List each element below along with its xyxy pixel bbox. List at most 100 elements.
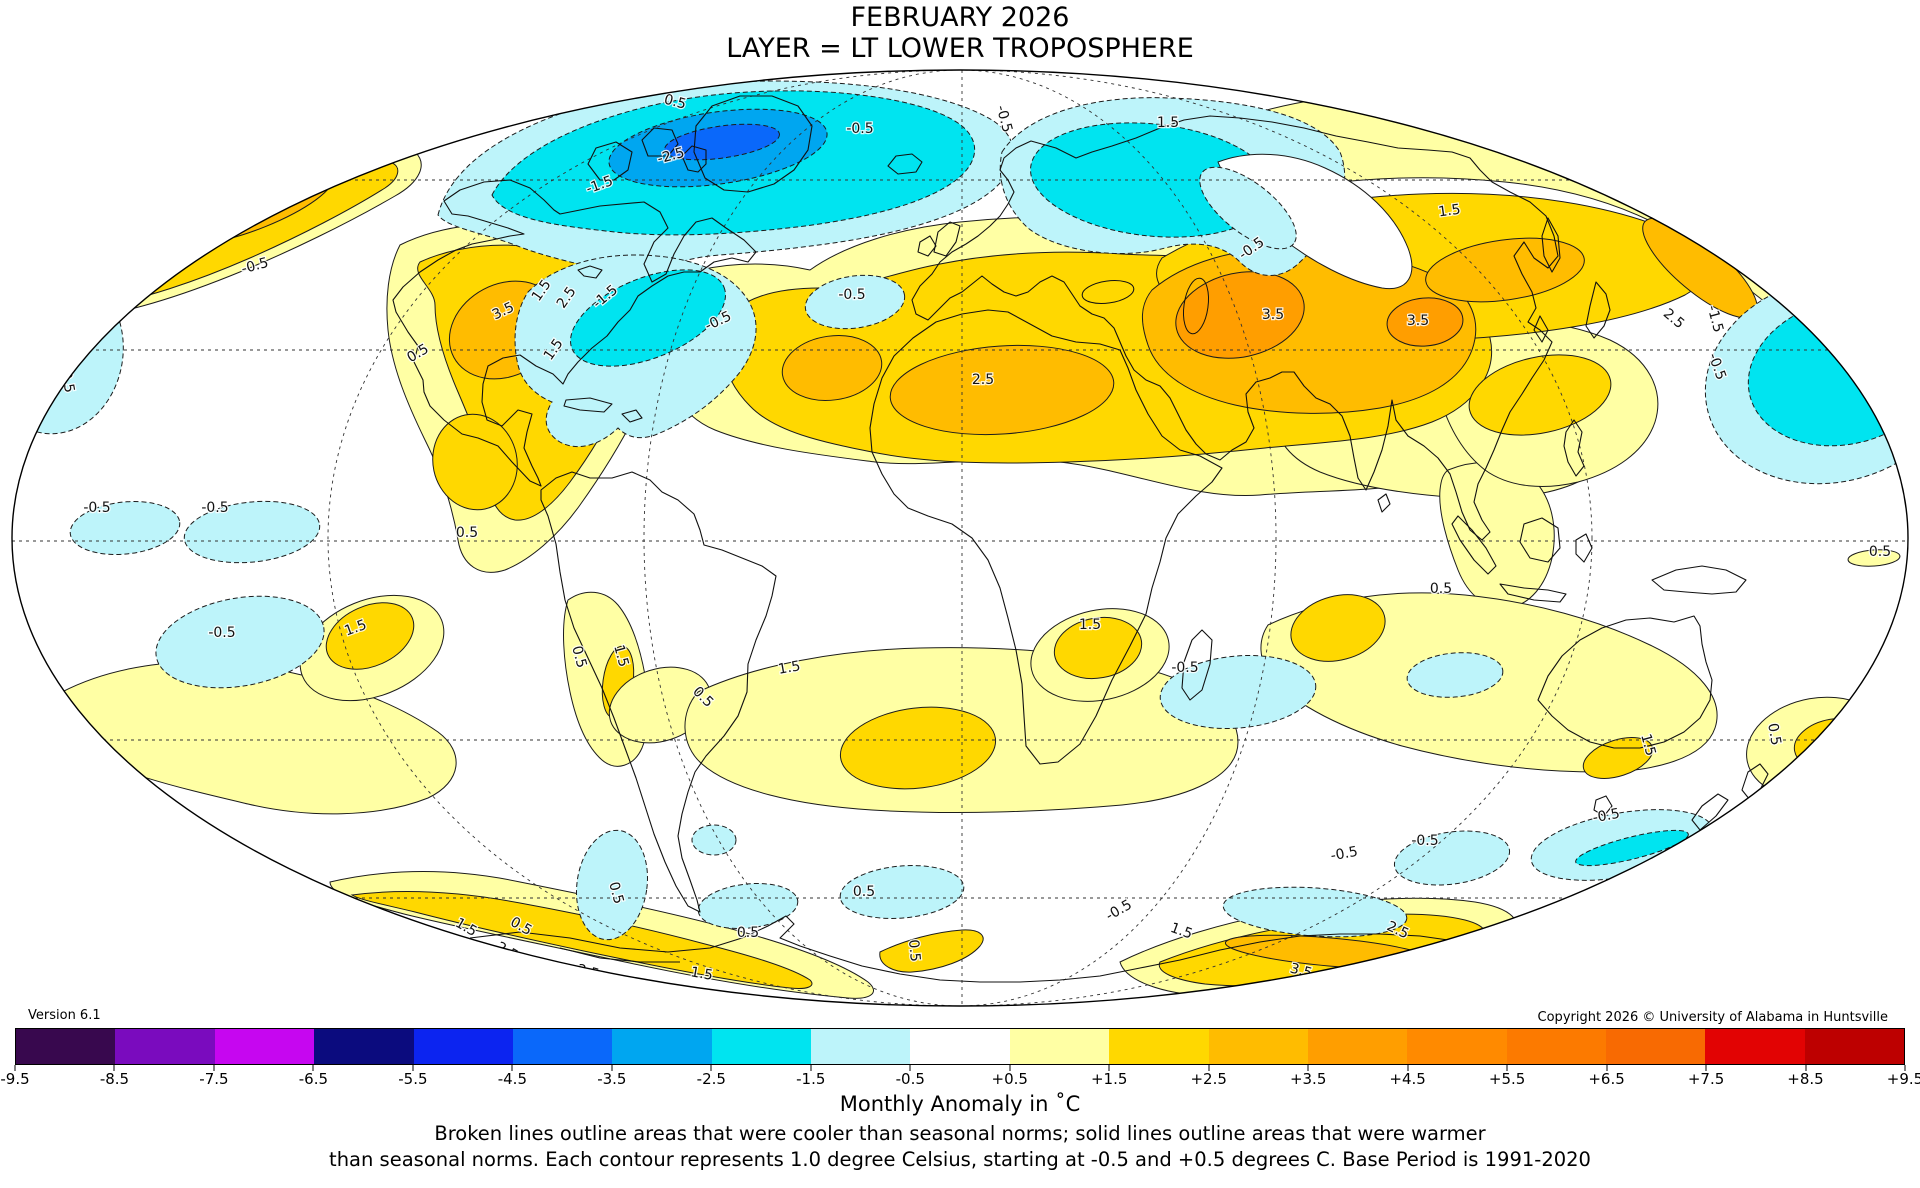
contour-label: 2.5	[270, 179, 296, 201]
colorbar-tick--8.5	[113, 1065, 115, 1071]
colorbar-tick--4.5	[511, 1065, 513, 1071]
colorbar-tick-label-+3.5: +3.5	[1289, 1070, 1327, 1088]
colorbar-tick-label--9.5: -9.5	[0, 1070, 30, 1088]
coastline-13	[933, 221, 961, 257]
anomaly-region-nw-russia-cold-sliver	[1199, 166, 1297, 250]
graticule-meridian-1	[327, 70, 1593, 1006]
anomaly-region-leftedge-gold	[12, 185, 57, 265]
anomaly-region-sindian-cold-b	[1406, 652, 1504, 698]
contour-label: -0.5	[208, 625, 235, 641]
lake-1	[1182, 277, 1210, 335]
anomaly-region-sepacific-cold	[155, 595, 325, 689]
colorbar-tick-labels: -9.5 -8.5 -7.5 -6.5 -5.5 -4.5 -3.5 -2.5 -1.5 -0.5…	[0, 1070, 1920, 1090]
anomaly-region-chile-cold-b	[691, 824, 737, 856]
anomaly-region-spacific-cold-a	[697, 883, 799, 929]
copyright-label: Copyright 2026 © University of Alabama i…	[1537, 1010, 1888, 1025]
coastline-25	[1537, 615, 1713, 749]
colorbar-tick-label-+9.5: +9.5	[1886, 1070, 1920, 1088]
anomaly-region-saus-cold	[1393, 830, 1511, 886]
colorbar-tick-+6.5	[1606, 1065, 1608, 1071]
figure-title: FEBRUARY 2026 LAYER = LT LOWER TROPOSPHE…	[0, 2, 1920, 64]
colorbar-cell-17	[1705, 1029, 1805, 1064]
colorbar-tick-+9.5	[1904, 1065, 1906, 1071]
colorbar-cell-0	[16, 1029, 116, 1064]
coastline-18	[1451, 515, 1497, 575]
anomaly-region-atlantic-amber-core	[781, 335, 883, 401]
map-border	[11, 69, 1909, 1007]
anomaly-region-nz-south-cold-cyan	[1575, 829, 1689, 867]
colorbar-tick-label--6.5: -6.5	[298, 1070, 329, 1088]
colorbar-tick-+4.5	[1407, 1065, 1409, 1071]
colorbar-cell-2	[214, 1029, 315, 1064]
colorbar-tick--1.5	[810, 1065, 812, 1071]
coastline-30	[559, 947, 680, 963]
coastline-23	[1563, 419, 1585, 477]
contour-label: 1.5	[1079, 617, 1101, 633]
title-line-2: LAYER = LT LOWER TROPOSPHERE	[726, 33, 1194, 64]
contour-label: 3.5	[248, 157, 274, 179]
anomaly-region-china-warm-gold	[1468, 354, 1612, 436]
colorbar-tick--2.5	[710, 1065, 712, 1071]
coastline-7	[621, 409, 643, 423]
contour-label: -0.5	[1591, 806, 1621, 827]
coastline-15	[1585, 281, 1611, 339]
colorbar-cell-1	[115, 1029, 215, 1064]
contour-label: 0.5	[539, 60, 561, 76]
contour-label: 1.5	[224, 200, 250, 222]
contour-label: 0.5	[1869, 544, 1891, 560]
colorbar-cell-15	[1506, 1029, 1606, 1064]
colorbar-tick--0.5	[909, 1065, 911, 1071]
anomaly-region-ne-china-amber	[1425, 237, 1585, 303]
contour-label: 0.5	[1764, 722, 1784, 747]
colorbar-tick--5.5	[412, 1065, 414, 1071]
colorbar-cell-5	[512, 1029, 613, 1064]
contour-label: 1.5	[610, 643, 631, 669]
colorbar-tick-label--5.5: -5.5	[398, 1070, 428, 1088]
contour-label: 1.5	[1157, 115, 1179, 131]
contour-label: 1.5	[1637, 732, 1658, 758]
colorbar-tick--7.5	[213, 1065, 215, 1071]
colorbar-cell-7	[711, 1029, 811, 1064]
colorbar-cell-8	[811, 1029, 911, 1064]
anomaly-region-greatlakes-cold-cyan	[570, 269, 726, 367]
colorbar-tick-label-+4.5: +4.5	[1389, 1070, 1426, 1088]
coastline-28	[1691, 793, 1729, 831]
caption-line-1: Broken lines outline areas that were coo…	[434, 1122, 1486, 1145]
contour-label: 0.5	[605, 880, 626, 906]
colorbar-tick--3.5	[611, 1065, 613, 1071]
colorbar-cell-13	[1307, 1029, 1408, 1064]
anomaly-region-pacific-05-sliver	[1847, 549, 1901, 567]
contour-label: 0.5	[568, 644, 589, 670]
contour-label: 0.5	[662, 92, 688, 113]
colorbar-tick-+0.5	[1009, 1065, 1011, 1071]
contour-label: -0.5	[57, 364, 78, 394]
coastline-16	[1533, 315, 1549, 343]
coastline-26	[1593, 795, 1613, 817]
coastline-29	[469, 915, 1449, 983]
colorbar-units-label: Monthly Anomaly in ˚C	[839, 1092, 1081, 1116]
anomaly-region-satlantic-warm-gold	[839, 706, 997, 790]
anomaly-region-mexico-gold	[432, 413, 518, 511]
colorbar-tick-label--1.5: -1.5	[796, 1070, 826, 1088]
contour-label: -0.5	[838, 287, 865, 303]
colorbar-tick-label--3.5: -3.5	[597, 1070, 627, 1088]
colorbar-cell-9	[910, 1029, 1010, 1064]
coastline-21	[1575, 533, 1593, 563]
colorbar-tick-label-+1.5: +1.5	[1090, 1070, 1128, 1088]
colorbar-tick-label-+8.5: +8.5	[1787, 1070, 1824, 1088]
colorbar-cell-4	[413, 1029, 513, 1064]
colorbar-tick--9.5	[14, 1065, 16, 1071]
coastline-5	[887, 153, 923, 175]
colorbar-tick-label--8.5: -8.5	[99, 1070, 130, 1088]
anomaly-region-windian-warm-gold	[1290, 594, 1386, 662]
coastline-9	[540, 471, 777, 913]
contour-label: 3.5	[1262, 307, 1284, 323]
anomaly-region-mideast-orange-core-2	[1386, 297, 1464, 347]
coastline-4	[681, 145, 707, 173]
coastline-2	[587, 141, 633, 181]
colorbar-tick-label-+7.5: +7.5	[1687, 1070, 1725, 1088]
colorbar	[15, 1028, 1905, 1065]
coastline-11	[1181, 629, 1213, 701]
coastline-1	[693, 95, 813, 193]
